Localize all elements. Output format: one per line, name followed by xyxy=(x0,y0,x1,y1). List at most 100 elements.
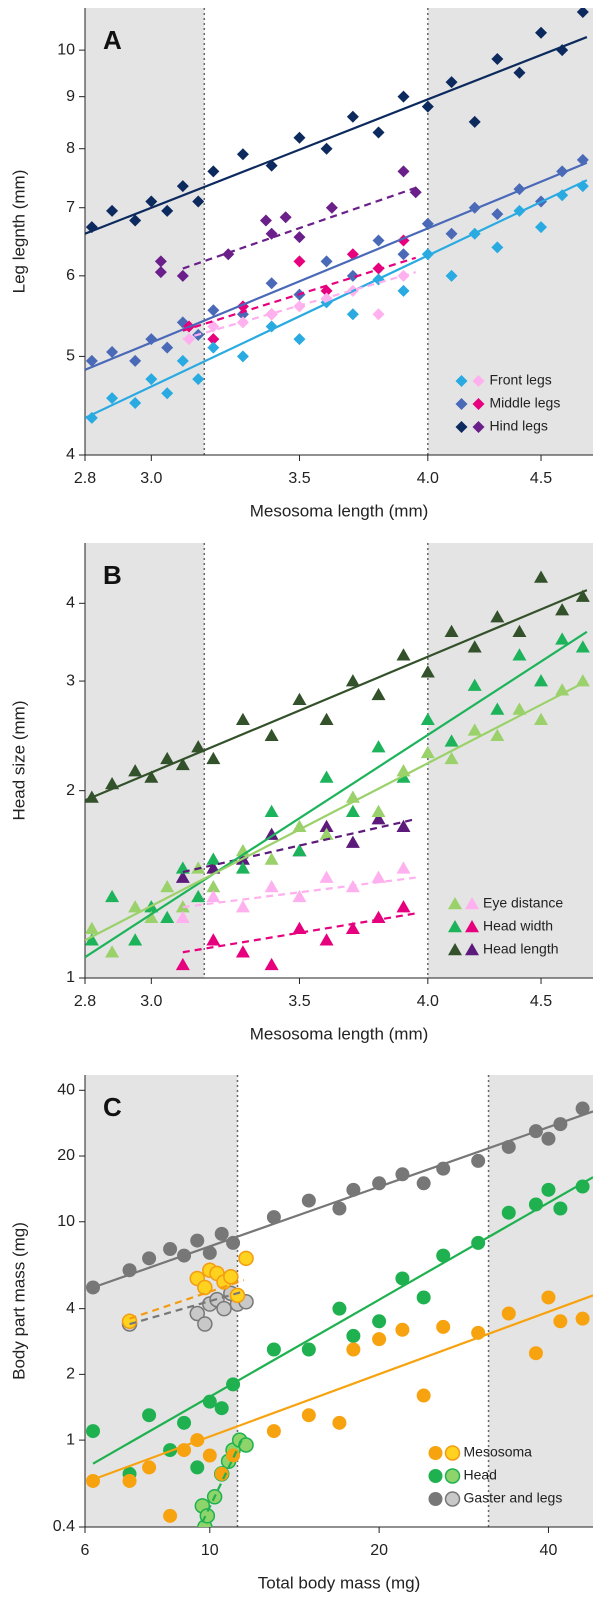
data-point xyxy=(575,1311,590,1326)
data-point xyxy=(371,812,386,825)
data-point xyxy=(319,870,334,883)
data-point xyxy=(161,387,174,400)
data-point xyxy=(397,284,410,297)
data-point xyxy=(345,835,360,848)
data-point xyxy=(372,308,385,321)
data-point xyxy=(206,751,221,765)
data-point xyxy=(265,227,278,240)
fit-line xyxy=(85,36,588,235)
data-point xyxy=(345,674,360,687)
data-point xyxy=(467,678,482,691)
legend-label: Middle legs xyxy=(490,395,561,411)
fit-line xyxy=(129,1279,245,1320)
data-point xyxy=(223,1268,239,1285)
fit-line xyxy=(182,912,416,954)
data-point xyxy=(142,1408,157,1423)
data-point xyxy=(206,889,221,903)
y-tick-label: 4 xyxy=(66,446,75,463)
data-point xyxy=(160,880,175,893)
y-axis-title: Leg legnth (mm) xyxy=(9,170,28,294)
data-point xyxy=(106,204,119,217)
data-point xyxy=(129,354,142,367)
data-point xyxy=(301,1342,316,1357)
data-point xyxy=(319,819,334,832)
data-point xyxy=(332,1201,347,1216)
data-point xyxy=(235,945,250,958)
data-point xyxy=(175,870,190,883)
legend-marker xyxy=(465,943,479,956)
data-point xyxy=(192,373,205,386)
x-tick-label: 3.5 xyxy=(288,470,310,487)
data-point xyxy=(226,1448,241,1463)
panel-label: A xyxy=(103,25,122,55)
legend-marker xyxy=(455,398,468,410)
legend-marker xyxy=(428,1492,443,1506)
data-point xyxy=(266,1424,281,1439)
data-point xyxy=(206,880,221,893)
data-point xyxy=(320,142,333,155)
data-point xyxy=(346,308,359,321)
y-tick-label: 10 xyxy=(57,41,75,58)
y-tick-label: 2 xyxy=(66,1366,75,1383)
data-point xyxy=(371,740,386,753)
data-point xyxy=(105,945,120,958)
x-tick-label: 4.5 xyxy=(530,993,552,1010)
data-point xyxy=(301,1193,316,1208)
data-point xyxy=(575,674,590,687)
data-point xyxy=(142,1460,157,1475)
x-tick-label: 3.0 xyxy=(140,993,162,1010)
shaded-region xyxy=(85,543,205,978)
x-axis-title: Total body mass (mg) xyxy=(258,1573,421,1592)
legend-marker xyxy=(444,1468,461,1484)
data-point xyxy=(264,827,279,840)
data-point xyxy=(197,1316,213,1332)
legend-marker xyxy=(465,897,479,910)
y-tick-label: 7 xyxy=(66,199,75,216)
data-point xyxy=(235,712,250,725)
data-point xyxy=(319,770,334,783)
data-point xyxy=(129,214,142,227)
data-point xyxy=(177,1415,192,1430)
data-point xyxy=(490,728,505,742)
data-point xyxy=(346,1342,361,1357)
data-point xyxy=(396,764,411,777)
data-point xyxy=(575,589,590,602)
data-point xyxy=(85,354,98,367)
data-point xyxy=(332,1301,347,1316)
data-point xyxy=(265,320,278,333)
fit-line xyxy=(182,256,417,332)
data-point xyxy=(535,26,548,39)
data-point xyxy=(236,148,249,161)
data-point xyxy=(235,900,250,913)
panel: 6 10 20 40 0.4 1 2 4 10 20 40 Total body mass (mg) B… xyxy=(9,1075,593,1592)
data-point xyxy=(202,1245,217,1260)
data-point xyxy=(491,241,504,254)
fit-line xyxy=(182,876,416,909)
data-point xyxy=(189,1305,206,1322)
data-point xyxy=(145,373,158,386)
data-point xyxy=(175,957,190,971)
fit-line xyxy=(85,630,588,959)
data-point xyxy=(575,1179,590,1194)
data-point xyxy=(491,208,504,221)
data-point xyxy=(421,100,434,113)
data-point xyxy=(292,692,307,705)
data-point xyxy=(445,76,458,89)
data-point xyxy=(264,804,279,817)
data-point xyxy=(528,1346,543,1361)
data-point xyxy=(395,1271,410,1286)
data-point xyxy=(292,819,307,832)
x-tick-label: 3.0 xyxy=(140,470,162,487)
data-layer xyxy=(85,8,589,424)
data-point xyxy=(264,880,279,893)
data-point xyxy=(320,284,333,297)
data-point xyxy=(555,632,570,645)
data-point xyxy=(264,728,279,742)
y-tick-label: 6 xyxy=(66,267,75,284)
data-point xyxy=(207,304,220,317)
legend-marker xyxy=(455,421,468,433)
data-point xyxy=(128,764,143,777)
data-point xyxy=(325,201,338,214)
